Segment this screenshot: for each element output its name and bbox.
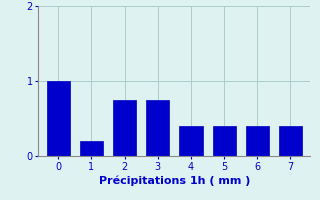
Bar [246, 126, 269, 156]
X-axis label: Précipitations 1h ( mm ): Précipitations 1h ( mm ) [99, 176, 250, 186]
Bar [279, 126, 302, 156]
Bar [80, 141, 103, 156]
Bar [180, 126, 203, 156]
Bar [47, 81, 70, 156]
Bar [113, 100, 136, 156]
Bar [146, 100, 169, 156]
Bar [212, 126, 236, 156]
